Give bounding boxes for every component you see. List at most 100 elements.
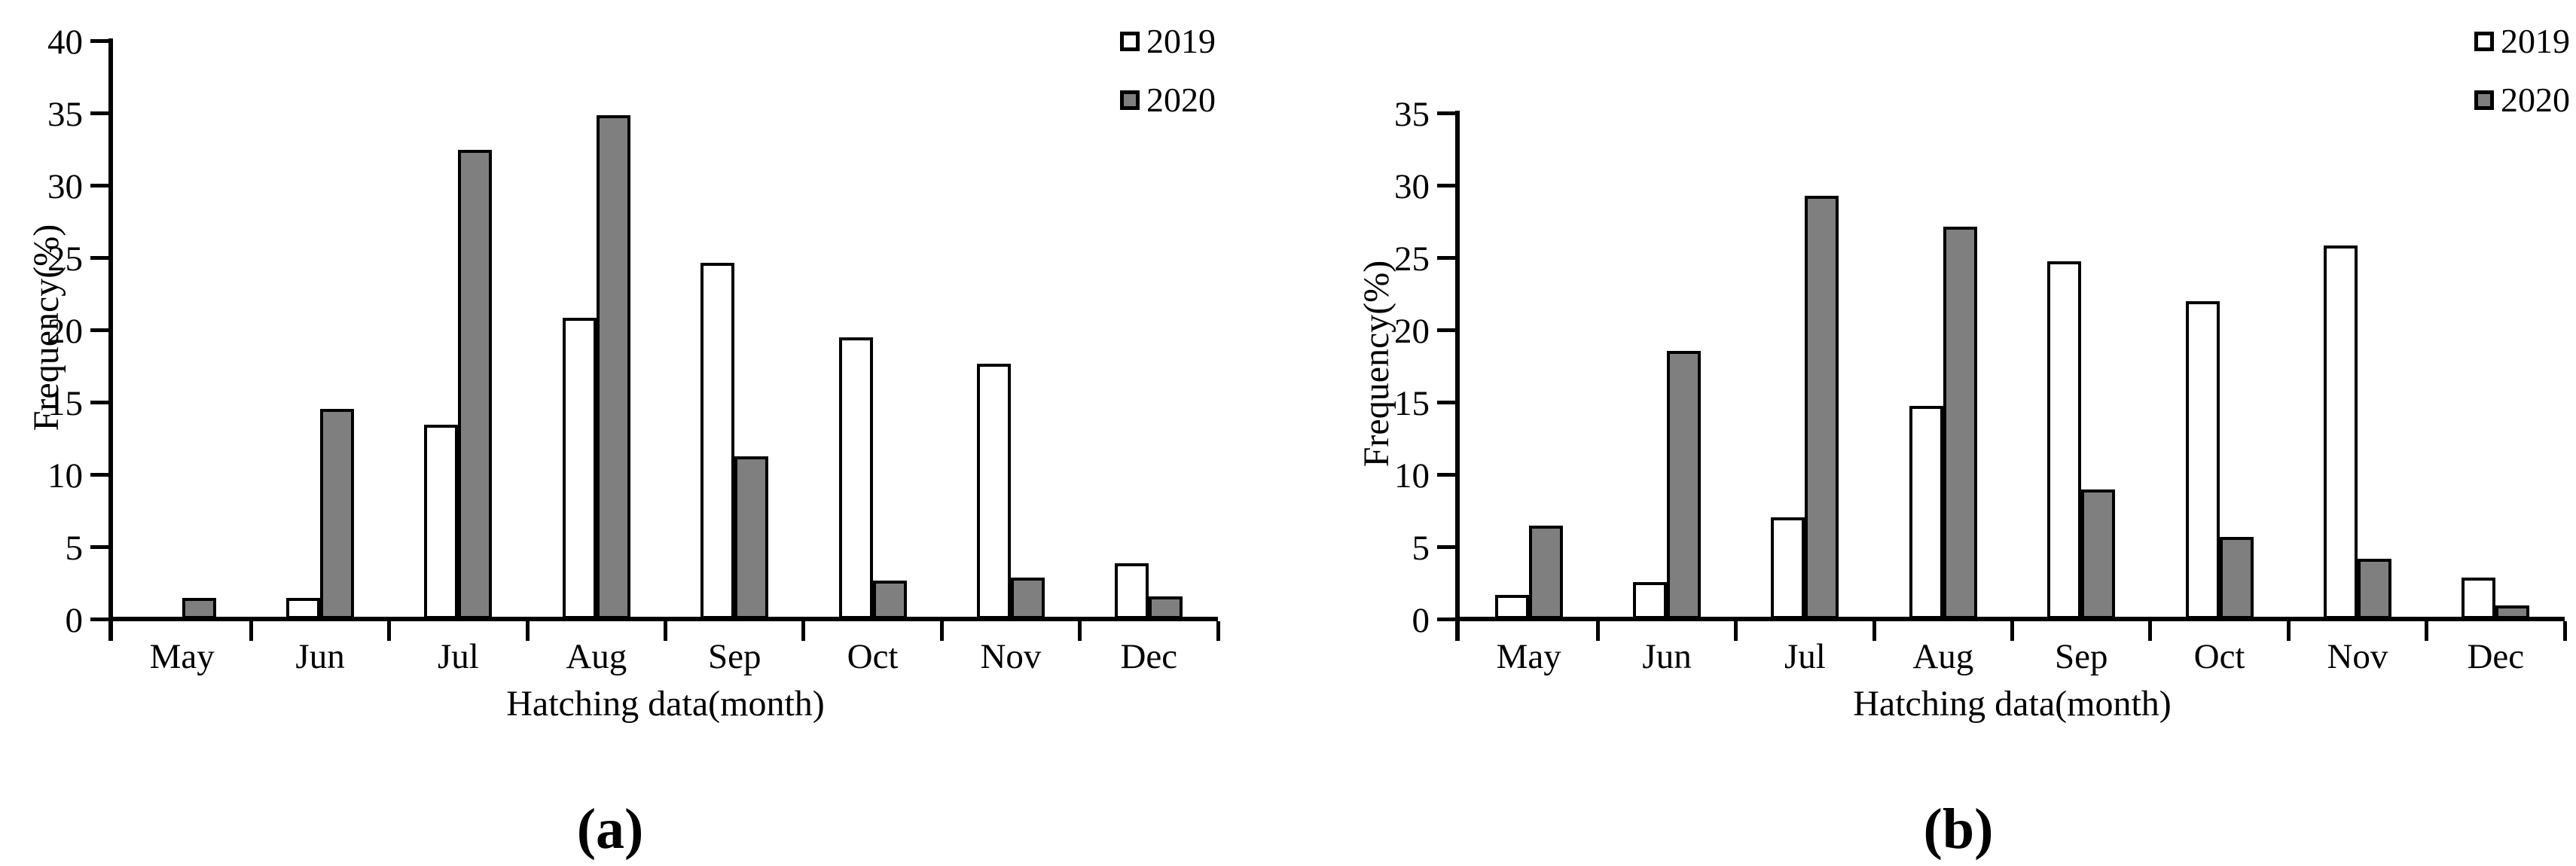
y-tick-label: 30 — [47, 167, 83, 206]
y-tick — [90, 617, 108, 621]
x-tick — [2148, 621, 2153, 641]
legend: 2019 2020 — [1120, 21, 1216, 139]
y-tick — [90, 183, 108, 188]
y-tick — [1437, 111, 1455, 115]
x-axis-title: Hatching data(month) — [1853, 684, 2172, 724]
bar-2019-Aug — [1909, 406, 1943, 619]
y-tick-label: 40 — [47, 23, 83, 62]
x-tick — [939, 621, 944, 641]
y-tick — [1437, 544, 1455, 549]
x-tick — [2425, 621, 2429, 641]
x-tick-label: Sep — [2054, 637, 2108, 676]
bar-2019-Nov — [977, 364, 1011, 619]
y-axis-line — [1455, 111, 1460, 621]
x-tick-label: Jul — [1784, 637, 1826, 676]
bar-2019-Oct — [2186, 301, 2220, 619]
y-tick-label: 35 — [47, 95, 83, 134]
bar-2020-Aug — [597, 115, 630, 619]
x-axis-title: Hatching data(month) — [506, 684, 825, 724]
y-tick-label: 0 — [65, 601, 84, 640]
bar-2020-Sep — [2081, 489, 2115, 619]
legend-swatch-2019 — [2474, 32, 2494, 51]
bar-2020-Dec — [2495, 605, 2529, 619]
legend-label-2020: 2020 — [2501, 81, 2570, 119]
y-tick-label: 10 — [47, 456, 83, 496]
y-tick — [1437, 255, 1455, 260]
x-tick — [1216, 621, 1220, 641]
y-tick-label: 15 — [1394, 384, 1430, 423]
bar-2020-Aug — [1943, 227, 1977, 619]
y-tick-label: 20 — [47, 312, 83, 351]
x-tick — [801, 621, 806, 641]
plot-area-a: 0 5 10 15 20 25 30 35 40 May Jun Jul Aug Sep Oct Nov Dec — [47, 23, 1220, 676]
y-tick — [1437, 183, 1455, 188]
x-tick-label: Dec — [1120, 637, 1178, 676]
y-tick — [90, 472, 108, 477]
bar-2019-Nov — [2324, 245, 2358, 619]
x-tick — [1872, 621, 1876, 641]
legend-entry-2019: 2019 — [2474, 21, 2570, 62]
x-tick-label: Jul — [438, 637, 479, 676]
legend-swatch-2020 — [2474, 90, 2494, 110]
bar-2019-May — [1495, 595, 1529, 619]
chart-panel-a: 0 5 10 15 20 25 30 35 40 May Jun Jul Aug Sep Oct Nov Dec… — [26, 21, 1220, 861]
legend: 2019 2020 — [2474, 21, 2570, 139]
bar-2019-Jul — [424, 425, 458, 619]
y-tick — [1437, 472, 1455, 477]
bar-2020-Dec — [1149, 596, 1183, 619]
bar-2020-Oct — [873, 581, 907, 619]
y-tick — [1437, 617, 1455, 621]
legend-entry-2019: 2019 — [1120, 21, 1216, 62]
x-tick — [2562, 621, 2567, 641]
chart-panel-b: 0 5 10 15 20 25 30 35 May Jun Jul Aug Sep Oct Nov Dec F… — [1288, 0, 2576, 866]
y-axis-title: Frequency(%) — [26, 224, 66, 431]
x-tick — [1078, 621, 1082, 641]
bar-2020-May — [182, 598, 216, 619]
x-tick — [2286, 621, 2291, 641]
x-tick-label: Nov — [980, 637, 1042, 676]
y-tick — [90, 328, 108, 332]
bar-2019-Aug — [563, 318, 597, 619]
bar-2020-Nov — [2358, 559, 2391, 619]
y-tick-label: 30 — [1394, 167, 1430, 206]
bar-2019-Oct — [839, 337, 873, 619]
y-axis-title: Frequency(%) — [1357, 260, 1396, 468]
legend-entry-2020: 2020 — [2474, 80, 2570, 120]
x-tick — [1455, 621, 1460, 641]
y-tick-label: 15 — [47, 384, 83, 423]
bar-2019-Jun — [286, 598, 320, 619]
caption-b: (b) — [1923, 797, 1994, 861]
x-tick-label: Nov — [2327, 637, 2388, 676]
y-tick-label: 25 — [47, 239, 83, 279]
bar-2020-Oct — [2220, 537, 2254, 619]
x-tick — [249, 621, 253, 641]
y-tick — [1437, 400, 1455, 404]
x-tick-label: Oct — [2193, 637, 2245, 676]
bar-2019-Jun — [1633, 582, 1667, 619]
bar-2019-Dec — [2462, 578, 2495, 619]
x-tick-label: Oct — [847, 637, 899, 676]
x-tick-label: Sep — [707, 637, 762, 676]
bar-2020-Sep — [734, 456, 768, 619]
bar-2020-Nov — [1011, 578, 1045, 619]
bar-2020-Jun — [1667, 351, 1701, 619]
y-tick-label: 5 — [1412, 529, 1430, 568]
bar-2020-May — [1529, 526, 1563, 619]
y-tick-label: 20 — [1394, 312, 1430, 351]
x-tick-label: Jun — [295, 637, 345, 676]
y-tick-label: 5 — [65, 529, 84, 568]
legend-swatch-2019 — [1120, 32, 1140, 51]
bar-2019-Dec — [1115, 563, 1149, 619]
y-tick — [90, 544, 108, 549]
x-tick — [387, 621, 392, 641]
x-tick-label: Dec — [2467, 637, 2525, 676]
legend-swatch-2020 — [1120, 90, 1140, 110]
y-tick-label: 35 — [1394, 95, 1430, 134]
x-tick-label: May — [1496, 637, 1561, 676]
caption-a: (a) — [576, 797, 644, 861]
x-tick-label: Aug — [566, 637, 627, 676]
legend-label-2020: 2020 — [1146, 81, 1216, 119]
legend-label-2019: 2019 — [1146, 22, 1216, 60]
x-tick — [664, 621, 667, 641]
